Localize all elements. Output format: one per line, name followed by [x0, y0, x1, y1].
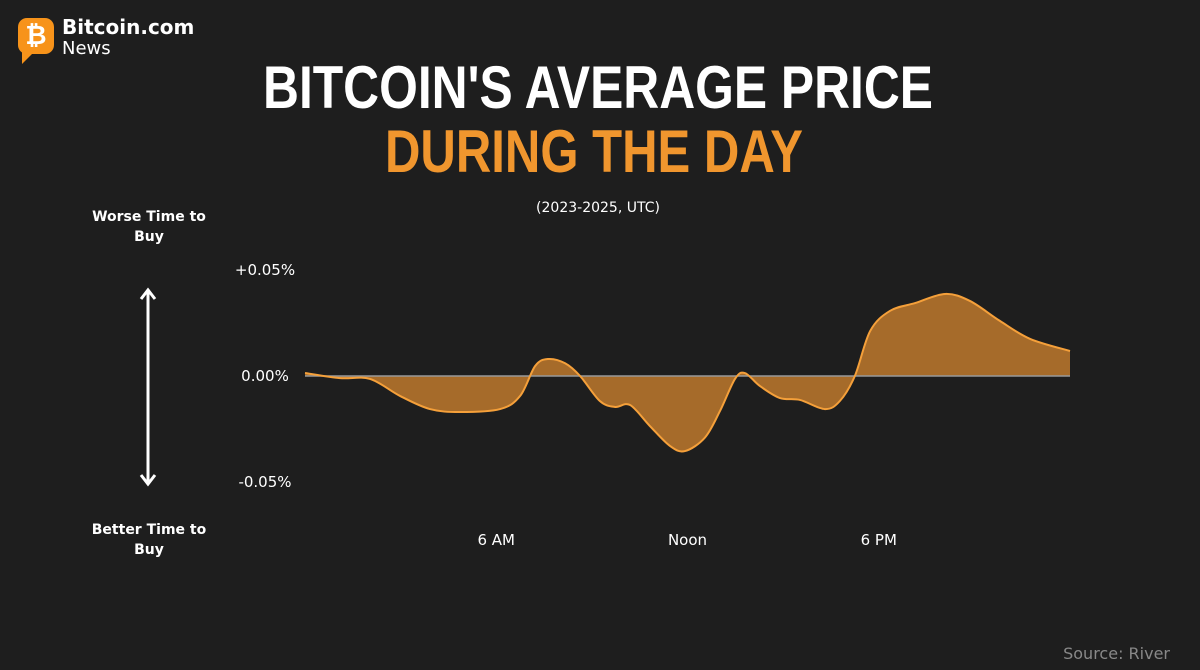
- arrow: [139, 287, 157, 487]
- annotation-top: Worse Time to Buy: [92, 209, 206, 245]
- chart-title: BITCOIN'S AVERAGE PRICE: [263, 54, 933, 121]
- chart-subtitle: (2023-2025, UTC): [536, 200, 660, 216]
- source: Source: River: [1063, 644, 1170, 663]
- y-tick-label: +0.05%: [235, 261, 295, 279]
- x-tick-label: 6 AM: [477, 531, 515, 549]
- y-tick-label: 0.00%: [241, 367, 289, 385]
- area: [305, 293, 1070, 452]
- line: [304, 292, 1071, 453]
- x-tick-label: 6 PM: [861, 531, 897, 549]
- chart-title-line2: DURING THE DAY: [385, 118, 803, 185]
- logo-tail: [22, 52, 32, 64]
- brand-name: Bitcoin.com: [62, 15, 194, 39]
- logo-glyph: ₿: [25, 21, 46, 51]
- annotation-bottom: Better Time to Buy: [91, 522, 207, 558]
- brand-sub: News: [62, 38, 111, 59]
- logo-icon: [18, 18, 54, 54]
- x-tick-label: Noon: [668, 531, 707, 549]
- y-tick-label: -0.05%: [238, 473, 291, 491]
